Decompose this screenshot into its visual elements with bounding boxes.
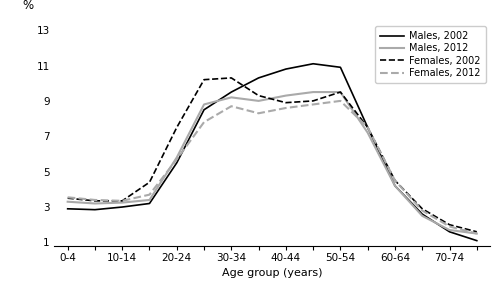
Males, 2012 [255,99,261,103]
Females, 2012 [365,126,371,129]
Males, 2012 [310,90,316,94]
Females, 2012 [283,106,289,110]
Females, 2002 [119,199,125,202]
Males, 2002 [174,161,180,164]
Females, 2012 [146,193,152,196]
Males, 2012 [474,232,480,235]
Females, 2012 [119,199,125,202]
Females, 2002 [146,181,152,184]
Males, 2012 [119,201,125,204]
Males, 2012 [92,202,98,205]
Y-axis label: %: % [22,0,33,12]
Females, 2012 [255,112,261,115]
Males, 2012 [64,200,70,203]
Males, 2012 [228,96,234,99]
Males, 2002 [310,62,316,65]
Females, 2012 [446,225,452,228]
Males, 2002 [446,230,452,233]
Line: Males, 2012: Males, 2012 [67,92,477,233]
Line: Males, 2002: Males, 2002 [67,64,477,241]
Males, 2002 [419,212,425,216]
Males, 2012 [146,198,152,202]
Males, 2002 [228,90,234,94]
Females, 2002 [201,78,207,82]
X-axis label: Age group (years): Age group (years) [222,268,322,278]
Females, 2012 [92,198,98,202]
Females, 2002 [365,126,371,129]
Females, 2012 [64,196,70,199]
Females, 2012 [474,232,480,235]
Males, 2002 [255,76,261,80]
Males, 2002 [365,126,371,129]
Females, 2002 [419,207,425,210]
Males, 2012 [365,131,371,134]
Males, 2012 [174,156,180,159]
Males, 2002 [474,239,480,242]
Females, 2012 [392,179,398,182]
Males, 2012 [419,214,425,218]
Females, 2002 [474,230,480,233]
Males, 2002 [201,108,207,111]
Females, 2002 [310,99,316,103]
Line: Females, 2012: Females, 2012 [67,101,477,233]
Males, 2002 [119,205,125,209]
Males, 2012 [201,103,207,106]
Males, 2002 [283,67,289,71]
Line: Females, 2002: Females, 2002 [67,78,477,232]
Females, 2012 [174,158,180,161]
Females, 2012 [337,99,343,103]
Females, 2002 [255,94,261,97]
Males, 2012 [337,90,343,94]
Females, 2012 [228,105,234,108]
Males, 2002 [64,207,70,210]
Males, 2012 [446,228,452,232]
Females, 2012 [201,120,207,124]
Females, 2012 [310,103,316,106]
Females, 2002 [337,90,343,94]
Males, 2002 [392,184,398,187]
Males, 2012 [392,184,398,187]
Females, 2002 [228,76,234,80]
Males, 2002 [92,208,98,211]
Legend: Males, 2002, Males, 2012, Females, 2002, Females, 2012: Males, 2002, Males, 2012, Females, 2002,… [375,26,486,83]
Females, 2012 [419,209,425,212]
Females, 2002 [92,199,98,202]
Females, 2002 [446,223,452,226]
Females, 2002 [64,197,70,200]
Females, 2002 [174,126,180,129]
Females, 2002 [283,101,289,105]
Females, 2002 [392,179,398,182]
Males, 2012 [283,94,289,97]
Males, 2002 [146,202,152,205]
Males, 2002 [337,66,343,69]
